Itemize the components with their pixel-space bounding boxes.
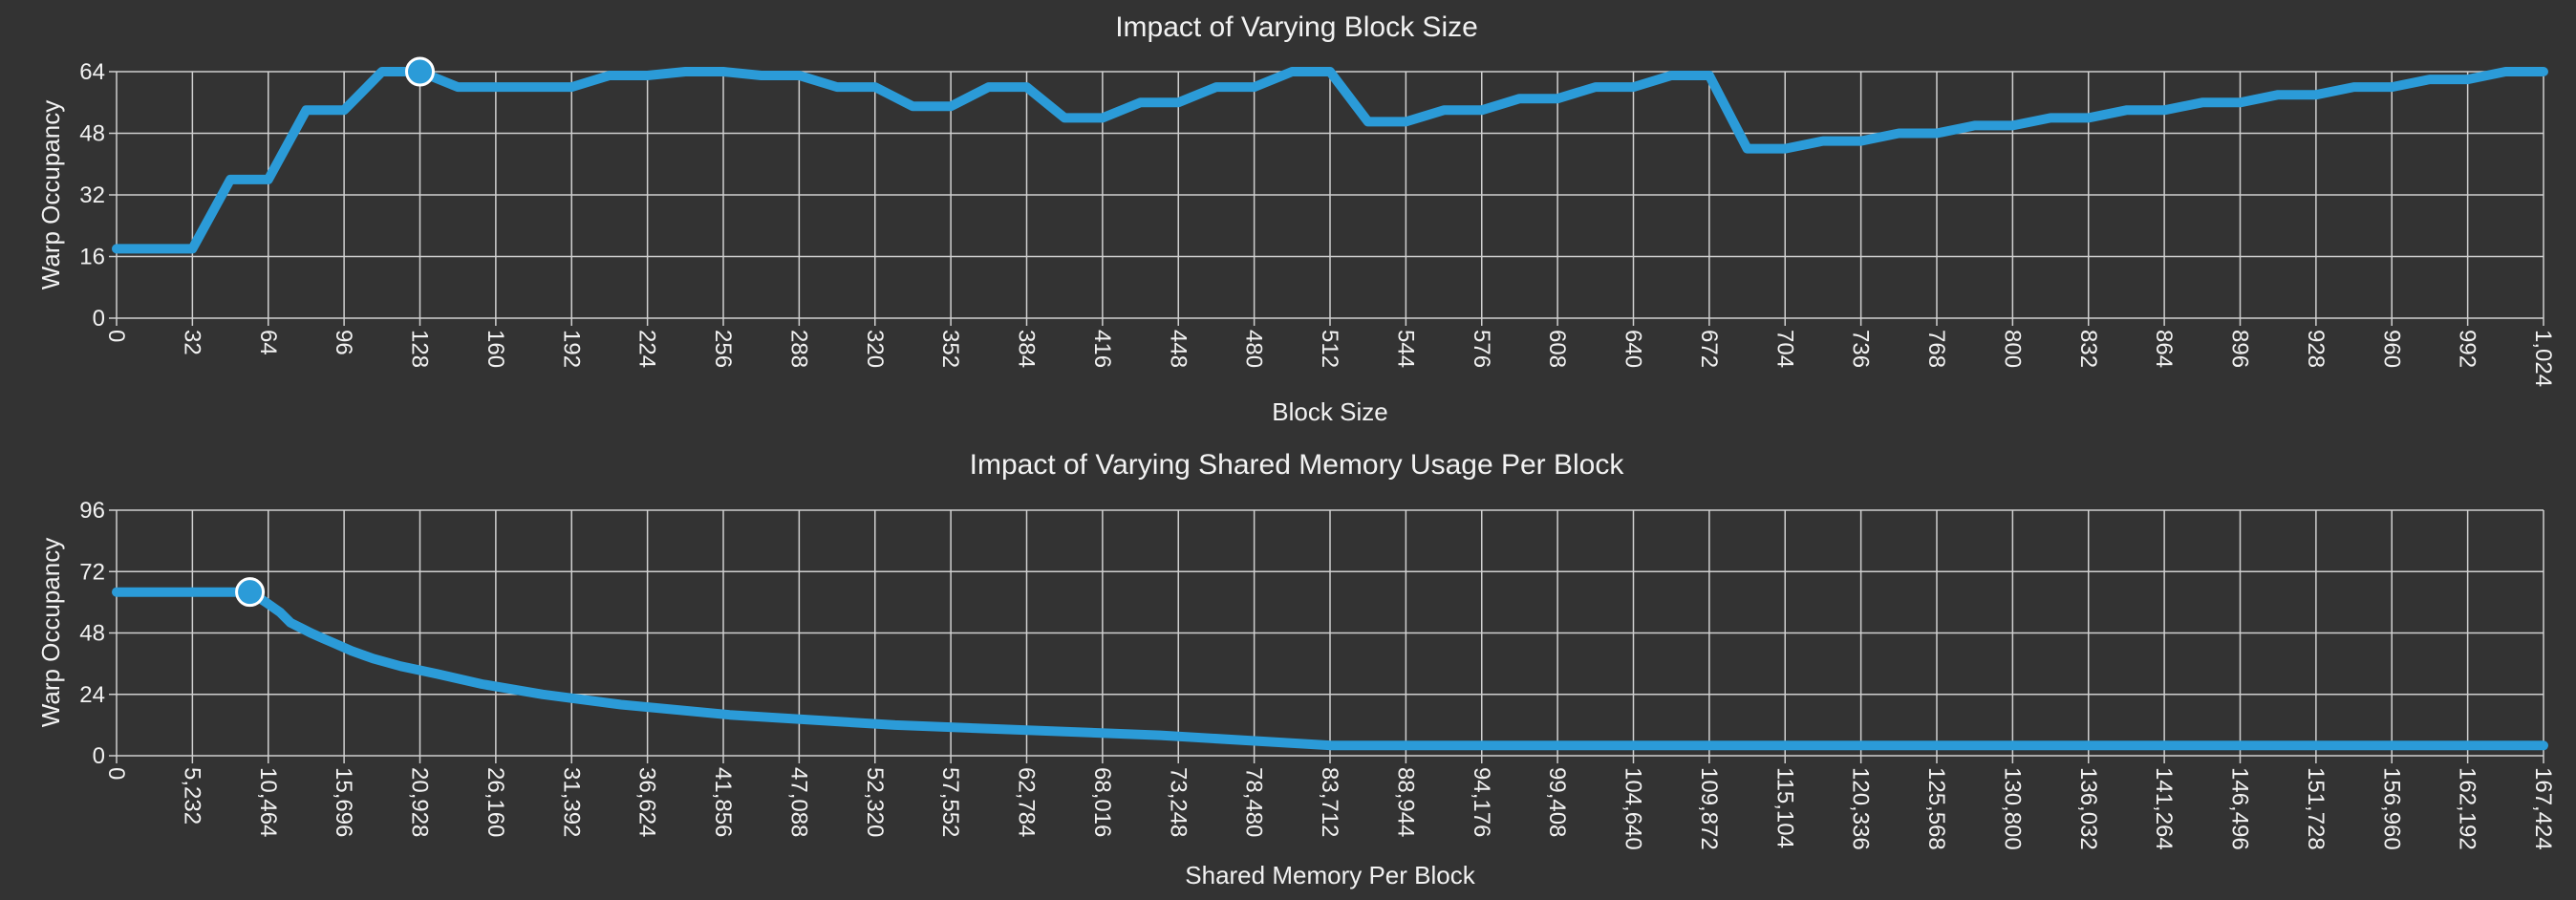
current-value-marker[interactable] (405, 56, 435, 87)
x-tick-label: 928 (2303, 330, 2329, 368)
chart-title: Impact of Varying Block Size (1115, 11, 1478, 43)
x-tick-label: 156,960 (2378, 767, 2404, 850)
x-tick-label: 162,192 (2455, 767, 2480, 850)
x-tick-label: 768 (1923, 330, 1949, 368)
x-tick-label: 136,032 (2075, 767, 2101, 850)
x-tick-label: 125,568 (1923, 767, 1949, 850)
grid (109, 509, 2544, 763)
x-tick-label: 192 (558, 330, 584, 368)
x-tick-label: 94,176 (1469, 767, 1494, 837)
chart-title: Impact of Varying Shared Memory Usage Pe… (970, 449, 1625, 481)
shared-memory-chart: Impact of Varying Shared Memory Usage Pe… (36, 449, 2556, 889)
x-tick-label: 320 (862, 330, 888, 368)
x-tick-label: 832 (2075, 330, 2101, 368)
x-tick-label: 608 (1544, 330, 1570, 368)
x-tick-label: 104,640 (1621, 767, 1646, 850)
x-tick-label: 88,944 (1392, 767, 1418, 837)
x-tick-label: 99,408 (1544, 767, 1570, 837)
y-tick-label: 72 (79, 559, 105, 585)
x-tick-label: 146,496 (2227, 767, 2253, 850)
x-tick-label: 5,232 (179, 767, 204, 825)
y-tick-label: 48 (79, 121, 105, 147)
y-tick-label: 0 (93, 306, 105, 332)
x-ticks: 0 5,232 10,464 15,696 20,928 26,160 31,392 36,6… (103, 767, 2556, 850)
x-tick-label: 32 (179, 330, 204, 355)
x-tick-label: 704 (1771, 330, 1797, 368)
x-tick-label: 151,728 (2303, 767, 2329, 850)
x-tick-label: 960 (2378, 330, 2404, 368)
x-tick-label: 20,928 (407, 767, 433, 837)
x-tick-label: 78,480 (1241, 767, 1267, 837)
x-tick-label: 448 (1165, 330, 1191, 368)
y-tick-label: 32 (79, 182, 105, 208)
x-tick-label: 224 (634, 330, 660, 368)
y-axis-label: Warp Occupancy (36, 100, 65, 289)
x-tick-label: 73,248 (1165, 767, 1191, 837)
x-tick-label: 480 (1241, 330, 1267, 368)
x-tick-label: 47,088 (785, 767, 811, 837)
y-tick-label: 0 (93, 743, 105, 769)
series (112, 56, 2548, 254)
x-tick-label: 115,104 (1771, 767, 1797, 848)
x-tick-label: 544 (1392, 330, 1418, 368)
x-tick-label: 416 (1089, 330, 1115, 368)
x-axis-label: Shared Memory Per Block (1185, 861, 1475, 889)
x-tick-label: 130,800 (1999, 767, 2025, 850)
x-tick-label: 57,552 (937, 767, 963, 837)
x-tick-label: 52,320 (862, 767, 888, 837)
x-tick-label: 167,424 (2530, 767, 2556, 850)
x-tick-label: 800 (1999, 330, 2025, 368)
x-tick-label: 576 (1469, 330, 1494, 368)
series-line (112, 587, 2548, 751)
y-axis-label: Warp Occupancy (36, 538, 65, 727)
x-tick-label: 864 (2151, 330, 2177, 368)
x-tick-label: 672 (1696, 330, 1722, 368)
x-tick-label: 992 (2455, 330, 2480, 368)
x-tick-label: 31,392 (558, 767, 584, 837)
x-tick-label: 64 (255, 330, 281, 355)
y-tick-label: 24 (79, 682, 105, 708)
x-tick-label: 62,784 (1014, 767, 1040, 837)
x-ticks: 0 32 64 96 128 160 192 224 256 288 320 352 384 416 448… (103, 330, 2556, 387)
x-tick-label: 736 (1848, 330, 1874, 368)
x-axis-label: Block Size (1272, 397, 1387, 426)
x-tick-label: 0 (103, 330, 129, 342)
x-tick-label: 0 (103, 767, 129, 780)
y-tick-label: 64 (79, 59, 105, 85)
x-tick-label: 68,016 (1089, 767, 1115, 837)
y-ticks: 0 16 32 48 64 (79, 59, 105, 332)
x-tick-label: 512 (1317, 330, 1342, 368)
x-tick-label: 640 (1621, 330, 1646, 368)
x-tick-label: 10,464 (255, 767, 281, 837)
y-tick-label: 48 (79, 621, 105, 647)
series-line (112, 67, 2548, 254)
x-tick-label: 15,696 (331, 767, 356, 837)
x-tick-label: 120,336 (1848, 767, 1874, 850)
x-tick-label: 352 (937, 330, 963, 368)
x-tick-label: 41,856 (710, 767, 736, 837)
x-tick-label: 141,264 (2151, 767, 2177, 850)
current-value-marker[interactable] (235, 577, 266, 608)
x-tick-label: 128 (407, 330, 433, 368)
x-tick-label: 109,872 (1696, 767, 1722, 850)
x-tick-label: 96 (331, 330, 356, 355)
x-tick-label: 896 (2227, 330, 2253, 368)
x-tick-label: 160 (483, 330, 508, 368)
y-ticks: 0 24 48 72 96 (79, 498, 105, 769)
x-tick-label: 36,624 (634, 767, 660, 837)
y-tick-label: 96 (79, 498, 105, 524)
x-tick-label: 83,712 (1317, 767, 1342, 837)
x-tick-label: 256 (710, 330, 736, 368)
x-tick-label: 26,160 (483, 767, 508, 837)
x-tick-label: 1,024 (2530, 330, 2556, 387)
y-tick-label: 16 (79, 245, 105, 270)
series (112, 577, 2548, 751)
x-tick-label: 384 (1014, 330, 1040, 368)
block-size-chart: Impact of Varying Block Size Block Size … (36, 11, 2556, 426)
x-tick-label: 288 (785, 330, 811, 368)
